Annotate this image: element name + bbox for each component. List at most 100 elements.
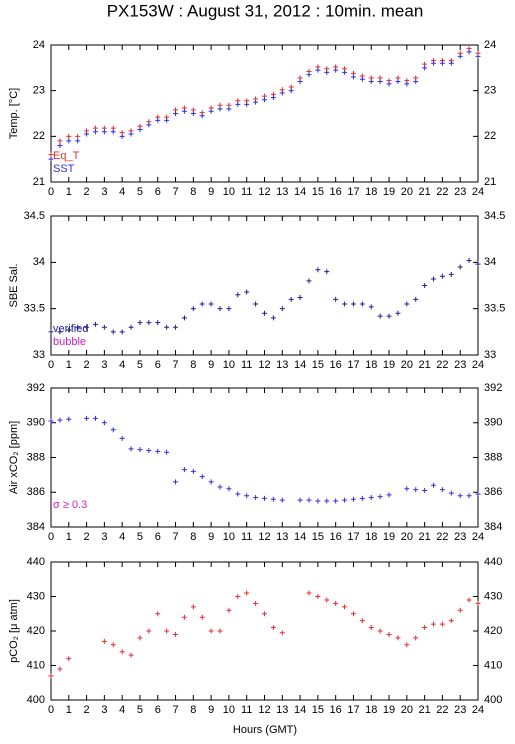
y-tick-label-right: 430 (484, 590, 502, 602)
data-point (413, 635, 419, 641)
x-tick-label: 23 (454, 359, 466, 371)
data-point (342, 497, 348, 503)
x-tick-label: 15 (312, 704, 324, 716)
x-tick-label: 9 (208, 704, 214, 716)
data-point (181, 614, 187, 620)
x-tick-label: 17 (347, 359, 359, 371)
data-point (457, 607, 463, 613)
data-point (386, 313, 392, 319)
x-tick-label: 20 (401, 531, 413, 543)
x-tick-label: 22 (436, 704, 448, 716)
data-point (466, 257, 472, 263)
data-point (57, 142, 63, 148)
x-tick-label: 4 (119, 704, 125, 716)
data-point (208, 479, 214, 485)
data-point (110, 329, 116, 335)
data-point (431, 276, 437, 282)
data-point (279, 306, 285, 312)
x-tick-label: 14 (294, 359, 306, 371)
x-tick-label: 10 (223, 704, 235, 716)
data-point (288, 88, 294, 94)
data-point (119, 329, 125, 335)
data-point (439, 487, 445, 493)
data-point (173, 479, 179, 485)
x-tick-label: 19 (383, 531, 395, 543)
data-point (137, 126, 143, 132)
data-point (66, 656, 72, 662)
data-point (101, 420, 107, 426)
x-tick-label: 2 (84, 704, 90, 716)
data-point (181, 467, 187, 473)
x-tick-label: 6 (155, 531, 161, 543)
y-tick-label-right: 390 (484, 417, 502, 429)
y-tick-label-right: 34 (484, 256, 496, 268)
x-tick-label: 11 (241, 186, 252, 198)
data-point (181, 315, 187, 321)
x-tick-label: 16 (330, 186, 342, 198)
x-tick-label: 13 (276, 531, 288, 543)
y-tick-label-right: 21 (484, 176, 496, 188)
x-tick-label: 8 (190, 359, 196, 371)
data-point (190, 111, 196, 116)
x-tick-label: 8 (190, 531, 196, 543)
x-tick-label: 5 (137, 704, 143, 716)
y-tick-label: 440 (27, 556, 45, 568)
data-point (404, 301, 410, 307)
data-point (359, 76, 365, 82)
x-tick-label: 16 (330, 704, 342, 716)
x-tick-label: 10 (223, 531, 235, 543)
data-point (146, 320, 152, 326)
x-tick-label: 4 (119, 359, 125, 371)
data-point (457, 53, 463, 59)
x-tick-label: 15 (312, 359, 324, 371)
y-tick-label-right: 392 (484, 382, 502, 394)
data-point (333, 296, 339, 302)
data-point (164, 324, 170, 330)
y-tick-label: 430 (27, 590, 45, 602)
data-point (146, 628, 152, 634)
data-point (333, 600, 339, 606)
data-point (235, 594, 241, 599)
data-point (253, 494, 259, 500)
y-axis-label: pCO₂ [μ atm] (8, 599, 20, 663)
data-point (217, 306, 223, 312)
data-point (270, 315, 276, 321)
x-tick-label: 23 (454, 531, 466, 543)
data-point (475, 600, 481, 606)
x-tick-label: 21 (419, 704, 431, 716)
data-point (279, 90, 285, 96)
x-tick-label: 5 (137, 186, 143, 198)
y-tick-label-right: 420 (484, 625, 502, 637)
data-point (395, 635, 401, 641)
x-tick-label: 18 (365, 186, 377, 198)
x-tick-label: 10 (223, 186, 235, 198)
data-point (75, 324, 81, 330)
y-tick-label: 386 (27, 486, 45, 498)
data-point (190, 604, 196, 610)
data-point (235, 491, 241, 497)
data-point (262, 495, 267, 501)
y-tick-label-right: 388 (484, 451, 502, 463)
data-point (350, 74, 356, 80)
data-point (208, 108, 214, 114)
y-tick-label-right: 410 (484, 659, 502, 671)
y-tick-label-right: 24 (484, 39, 496, 51)
y-tick-label-right: 22 (484, 130, 496, 142)
data-point (253, 301, 259, 307)
data-point (350, 496, 356, 502)
data-point (208, 628, 214, 634)
data-point (306, 72, 312, 78)
data-point (235, 101, 241, 107)
plot-frame (50, 561, 479, 701)
y-tick-label: 390 (27, 417, 45, 429)
data-point (48, 152, 54, 158)
x-tick-label: 13 (276, 704, 288, 716)
data-point (155, 117, 161, 123)
y-tick-label-right: 33 (484, 349, 496, 361)
x-tick-label: 2 (84, 359, 90, 371)
data-point (306, 590, 312, 596)
data-point (137, 447, 143, 453)
data-point (270, 496, 276, 502)
data-point (466, 597, 472, 603)
data-point (413, 79, 419, 85)
